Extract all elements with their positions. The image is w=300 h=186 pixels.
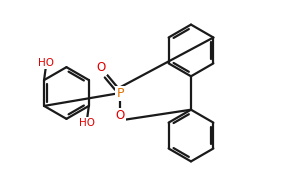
Text: HO: HO	[38, 58, 54, 68]
Text: HO: HO	[79, 118, 95, 128]
Text: O: O	[97, 61, 106, 74]
Text: P: P	[116, 86, 124, 100]
Text: O: O	[116, 109, 125, 122]
